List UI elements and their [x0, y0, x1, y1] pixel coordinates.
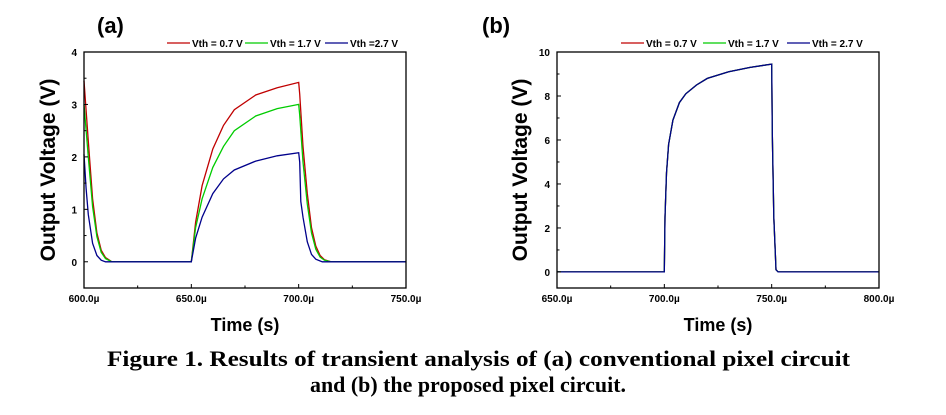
caption-line-2: and (b) the proposed pixel circuit. — [310, 372, 626, 397]
series-line-1 — [83, 103, 406, 263]
plot-frame — [83, 51, 407, 289]
series-line-0 — [557, 63, 879, 273]
y-tick-label: 3 — [71, 100, 77, 111]
y-tick-label: 6 — [544, 136, 550, 147]
y-tick-label: 0 — [544, 268, 550, 279]
x-tick-label: 750.0µ — [391, 294, 422, 305]
series-line-2 — [83, 151, 406, 263]
y-tick-label: 10 — [539, 48, 551, 59]
y-tick-label: 8 — [544, 92, 550, 103]
x-tick-label: 800.0µ — [864, 294, 895, 305]
x-tick-label: 700.0µ — [283, 294, 314, 305]
y-tick-label: 0 — [71, 258, 77, 269]
x-tick-label: 750.0µ — [756, 294, 787, 305]
y-axis-title: Output Voltage (V) — [509, 79, 532, 262]
y-tick-label: 1 — [71, 205, 77, 216]
x-tick-label: 700.0µ — [649, 294, 680, 305]
x-axis-title: Time (s) — [684, 315, 753, 335]
chart-a: (a) 0 1 2 3 4 600.0µ 650.0µ 700.0µ 750.0µ Output V… — [37, 13, 422, 335]
legend-label-1: Vth = 1.7 V — [728, 39, 779, 50]
legend-label-0: Vth = 0.7 V — [192, 39, 243, 50]
legend-label-2: Vth =2.7 V — [350, 39, 398, 50]
y-tick-label: 2 — [544, 224, 550, 235]
legend-label-0: Vth = 0.7 V — [646, 39, 697, 50]
caption-line-1: Figure 1. Results of transient analysis … — [107, 346, 851, 371]
y-tick-label: 4 — [71, 48, 77, 59]
x-tick-label: 650.0µ — [176, 294, 207, 305]
panel-label: (b) — [482, 13, 510, 38]
series-line-2 — [557, 63, 879, 273]
x-axis-title: Time (s) — [211, 315, 280, 335]
legend-label-2: Vth = 2.7 V — [812, 39, 863, 50]
series-line-0 — [83, 80, 406, 263]
plot-frame — [556, 51, 880, 289]
x-tick-label: 650.0µ — [542, 294, 573, 305]
y-tick-label: 2 — [71, 153, 77, 164]
legend-label-1: Vth = 1.7 V — [270, 39, 321, 50]
panel-label: (a) — [97, 13, 124, 38]
y-tick-label: 4 — [544, 180, 550, 191]
series-line-1 — [557, 63, 879, 273]
chart-b: (b) 0 2 4 6 8 10 650.0µ 700.0µ 750.0µ 800.0µ Output… — [482, 13, 895, 335]
x-tick-label: 600.0µ — [69, 294, 100, 305]
y-axis-title: Output Voltage (V) — [37, 79, 60, 262]
